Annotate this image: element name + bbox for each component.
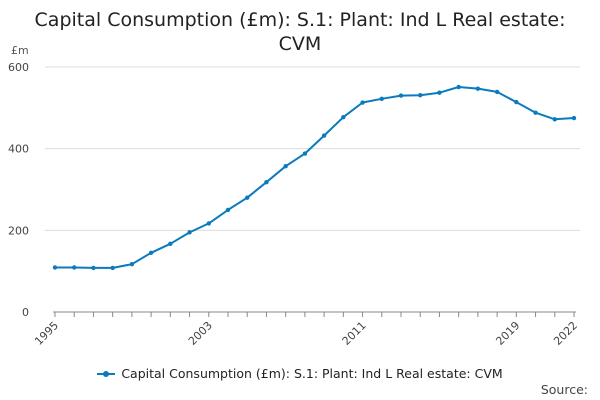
data-point — [533, 110, 538, 115]
legend-series-label: Capital Consumption (£m): S.1: Plant: In… — [121, 366, 503, 381]
legend[interactable]: Capital Consumption (£m): S.1: Plant: In… — [0, 366, 600, 382]
x-tick-label: 2019 — [493, 319, 522, 348]
legend-line-marker-icon — [97, 369, 116, 379]
data-point — [52, 265, 58, 270]
data-point — [475, 86, 481, 91]
data-point — [110, 265, 115, 271]
series-line — [55, 86, 575, 269]
x-tick-label: 2022 — [551, 319, 580, 348]
chart-title-line-2: CVM — [278, 33, 322, 55]
data-point — [148, 250, 154, 255]
x-tick-label: 2003 — [186, 319, 215, 348]
y-tick-label: 200 — [8, 224, 29, 237]
data-point — [187, 230, 192, 235]
data-point — [494, 89, 500, 95]
x-tick-label: 2011 — [340, 319, 369, 348]
data-point — [283, 164, 288, 169]
chart-title: Capital Consumption (£m): S.1: Plant: In… — [0, 8, 600, 56]
data-point — [72, 265, 77, 270]
source-label: Source: — [540, 382, 588, 397]
data-point — [245, 195, 250, 200]
data-point — [341, 115, 346, 120]
data-point — [91, 265, 96, 271]
data-point — [552, 117, 557, 122]
data-point — [514, 99, 519, 105]
chart-title-line-1: Capital Consumption (£m): S.1: Plant: In… — [34, 9, 566, 31]
data-point — [360, 100, 365, 105]
data-point — [418, 92, 423, 98]
data-point — [456, 84, 461, 90]
data-point — [168, 241, 173, 247]
data-point — [225, 207, 231, 213]
y-tick-label: 0 — [22, 306, 29, 319]
data-point — [571, 115, 577, 121]
y-tick-label: 600 — [8, 61, 29, 74]
data-point — [264, 179, 269, 185]
data-point — [302, 151, 308, 156]
data-point — [206, 221, 211, 226]
data-point — [398, 93, 404, 98]
y-tick-label: 400 — [8, 143, 29, 156]
data-point — [437, 90, 442, 95]
x-tick-label: 1995 — [32, 319, 61, 348]
data-point — [129, 262, 135, 267]
data-point — [379, 96, 384, 102]
data-point — [321, 133, 327, 138]
y-axis-unit-label: £m — [11, 44, 29, 57]
